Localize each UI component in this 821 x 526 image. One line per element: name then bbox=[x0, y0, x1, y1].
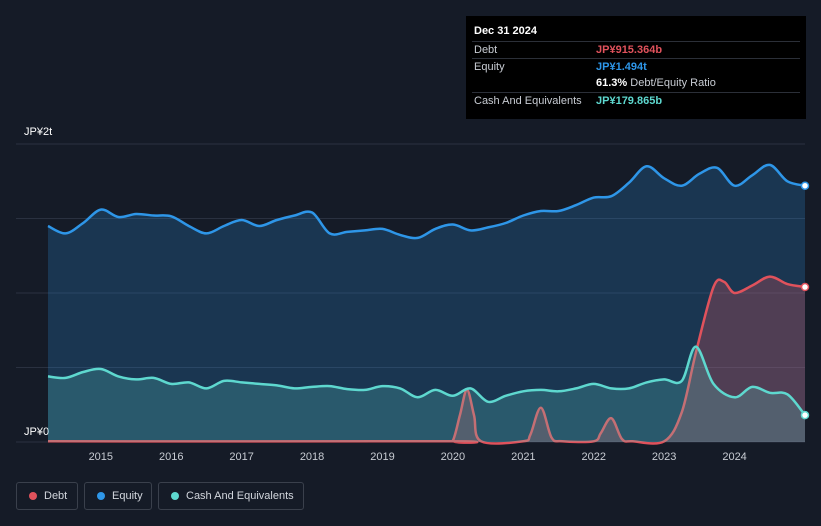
tooltip-ratio-value: 61.3% bbox=[596, 77, 628, 89]
x-tick-label-2019: 2019 bbox=[370, 451, 394, 463]
tooltip-cash-value: JP¥179.865b bbox=[596, 95, 663, 107]
tooltip-equity-value: JP¥1.494t bbox=[596, 61, 647, 73]
y-tick-label-1: JP¥2t bbox=[24, 126, 52, 138]
tooltip-ratio: 61.3% Debt/Equity Ratio bbox=[596, 77, 716, 89]
debt-line bbox=[47, 275, 806, 445]
legend-cash-label: Cash And Equivalents bbox=[186, 490, 294, 502]
legend-cash-dot bbox=[171, 492, 179, 500]
x-tick-label-2024: 2024 bbox=[722, 451, 746, 463]
tooltip-debt-label: Debt bbox=[474, 44, 498, 56]
tooltip-cash-label: Cash And Equivalents bbox=[474, 95, 582, 107]
tooltip-date: Dec 31 2024 bbox=[474, 25, 537, 37]
debt-last-point bbox=[800, 282, 810, 292]
cash-last-point bbox=[800, 410, 810, 420]
tooltip-row-debt: Debt JP¥915.364b bbox=[472, 41, 800, 59]
cash-line bbox=[47, 345, 806, 416]
tooltip-row-ratio: 61.3% Debt/Equity Ratio bbox=[472, 75, 800, 92]
x-tick-label-2018: 2018 bbox=[300, 451, 324, 463]
x-tick-label-2015: 2015 bbox=[89, 451, 113, 463]
equity-area bbox=[48, 164, 805, 442]
equity-last-point bbox=[800, 181, 810, 190]
x-tick-label-2021: 2021 bbox=[511, 451, 535, 463]
equity-line bbox=[47, 163, 806, 240]
x-tick-label-2016: 2016 bbox=[159, 451, 183, 463]
chart-tooltip: Dec 31 2024 Debt JP¥915.364b Equity JP¥1… bbox=[466, 16, 806, 119]
x-tick-label-2017: 2017 bbox=[229, 451, 253, 463]
y-tick-label-0: JP¥0 bbox=[24, 426, 49, 438]
legend-item-cash[interactable]: Cash And Equivalents bbox=[158, 482, 304, 510]
legend-item-equity[interactable]: Equity bbox=[84, 482, 152, 510]
tooltip-debt-value: JP¥915.364b bbox=[596, 44, 663, 56]
legend-item-debt[interactable]: Debt bbox=[16, 482, 78, 510]
legend-debt-dot bbox=[29, 492, 37, 500]
tooltip-row-cash: Cash And Equivalents JP¥179.865b bbox=[472, 92, 800, 110]
legend-equity-dot bbox=[97, 492, 105, 500]
tooltip-row-equity: Equity JP¥1.494t bbox=[472, 58, 800, 76]
legend-equity-label: Equity bbox=[112, 490, 143, 502]
x-tick-label-2020: 2020 bbox=[441, 451, 465, 463]
legend-debt-label: Debt bbox=[44, 490, 68, 502]
tooltip-equity-label: Equity bbox=[474, 61, 505, 73]
tooltip-ratio-label: Debt/Equity Ratio bbox=[630, 77, 716, 89]
x-tick-label-2023: 2023 bbox=[652, 451, 676, 463]
debt-area bbox=[48, 276, 805, 444]
x-tick-label-2022: 2022 bbox=[582, 451, 606, 463]
